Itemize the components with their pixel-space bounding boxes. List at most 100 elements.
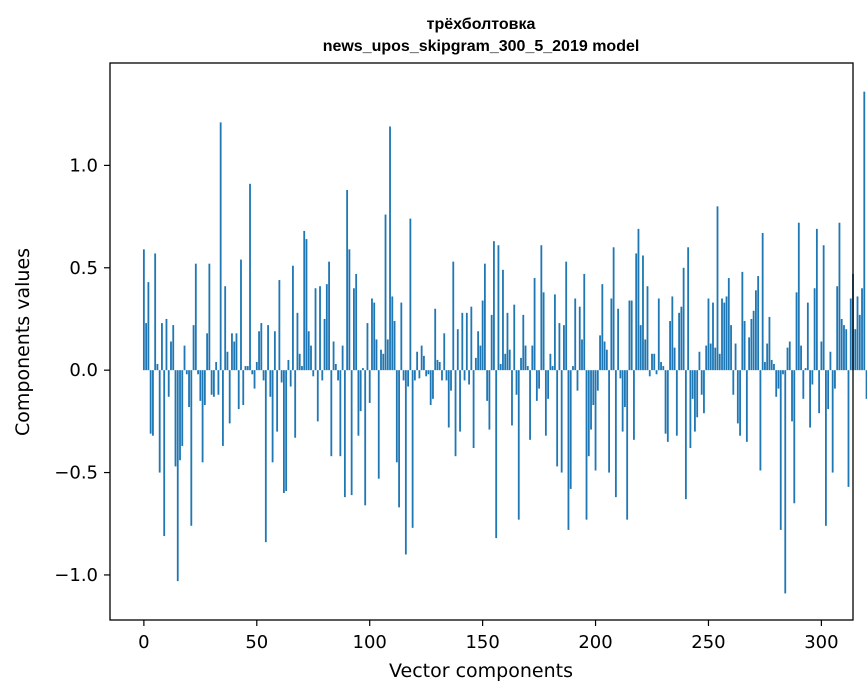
- bar: [784, 370, 787, 594]
- bar: [651, 353, 653, 371]
- bar: [682, 267, 685, 371]
- bar: [409, 218, 412, 371]
- bar: [364, 370, 367, 506]
- bar: [183, 345, 186, 371]
- bar: [773, 364, 775, 371]
- bar: [416, 351, 419, 371]
- bar: [312, 370, 315, 377]
- bar: [420, 345, 423, 371]
- bar: [346, 189, 349, 371]
- bar: [714, 347, 717, 371]
- bar: [540, 245, 543, 371]
- bar: [754, 290, 757, 371]
- bar: [332, 341, 335, 371]
- bar: [427, 370, 430, 375]
- bar: [355, 273, 358, 371]
- bar: [590, 370, 592, 430]
- bar: [553, 294, 556, 371]
- bar: [544, 370, 547, 436]
- bar: [181, 370, 184, 446]
- bar: [199, 370, 202, 401]
- bar: [581, 339, 583, 371]
- bar: [158, 370, 161, 473]
- bar: [669, 321, 671, 371]
- bar: [574, 298, 577, 371]
- bar: [811, 370, 814, 385]
- bar: [490, 314, 493, 371]
- bar: [777, 370, 780, 389]
- bar: [556, 370, 559, 467]
- bar: [472, 370, 475, 448]
- bar: [337, 370, 339, 381]
- bar: [174, 370, 177, 467]
- bar: [506, 312, 509, 371]
- bar: [680, 306, 683, 371]
- bar: [463, 370, 466, 381]
- bar: [788, 341, 791, 371]
- bar: [459, 370, 461, 432]
- bar: [687, 247, 690, 371]
- bar: [445, 370, 448, 381]
- y-axis-ticks: 1.0 0.5 0.0 −0.5 −1.0: [54, 155, 110, 586]
- chart-title-line-2: news_upos_skipgram_300_5_2019 model: [323, 38, 640, 55]
- bar: [233, 341, 236, 371]
- bar: [366, 323, 369, 371]
- bar: [601, 284, 604, 371]
- bar: [655, 370, 658, 375]
- bar: [542, 292, 545, 371]
- bar: [224, 286, 227, 371]
- bar: [585, 370, 588, 520]
- bar: [350, 370, 353, 496]
- bar: [642, 255, 644, 371]
- bar: [840, 318, 843, 371]
- bar: [526, 366, 529, 371]
- bar: [621, 370, 624, 432]
- bar: [452, 261, 455, 371]
- bar: [721, 298, 723, 371]
- x-tick-label: 0: [138, 632, 149, 653]
- bar: [362, 368, 364, 371]
- bar: [689, 370, 692, 448]
- bar: [393, 321, 396, 371]
- bar: [197, 370, 199, 375]
- bar: [172, 325, 175, 371]
- bar: [538, 370, 540, 389]
- bar: [450, 370, 452, 391]
- bar: [856, 296, 859, 371]
- bar: [684, 370, 687, 500]
- bar: [628, 300, 631, 371]
- bar: [730, 325, 732, 371]
- bar: [502, 269, 504, 371]
- bar: [328, 261, 330, 371]
- bar: [486, 370, 489, 401]
- bar: [612, 247, 615, 371]
- bar: [341, 345, 344, 371]
- bar: [217, 370, 220, 395]
- bar: [377, 370, 380, 479]
- bar: [639, 325, 642, 371]
- bar: [307, 331, 310, 371]
- y-axis-label: Components values: [12, 248, 34, 436]
- bar: [319, 286, 321, 371]
- bar: [468, 370, 470, 385]
- bar: [267, 325, 269, 371]
- y-tick-label: 0.5: [69, 258, 98, 279]
- bar: [368, 370, 371, 403]
- bar: [761, 232, 764, 371]
- bar: [438, 361, 441, 371]
- bar: [294, 370, 297, 438]
- bar: [282, 370, 285, 494]
- bar: [269, 370, 272, 397]
- bar: [404, 370, 407, 555]
- bar: [456, 329, 459, 371]
- bar: [276, 370, 279, 432]
- bar: [474, 357, 477, 371]
- bar: [262, 370, 265, 381]
- bar: [657, 298, 660, 371]
- bar: [718, 353, 721, 371]
- bar: [201, 370, 204, 463]
- bar: [411, 370, 414, 528]
- bar: [845, 329, 848, 371]
